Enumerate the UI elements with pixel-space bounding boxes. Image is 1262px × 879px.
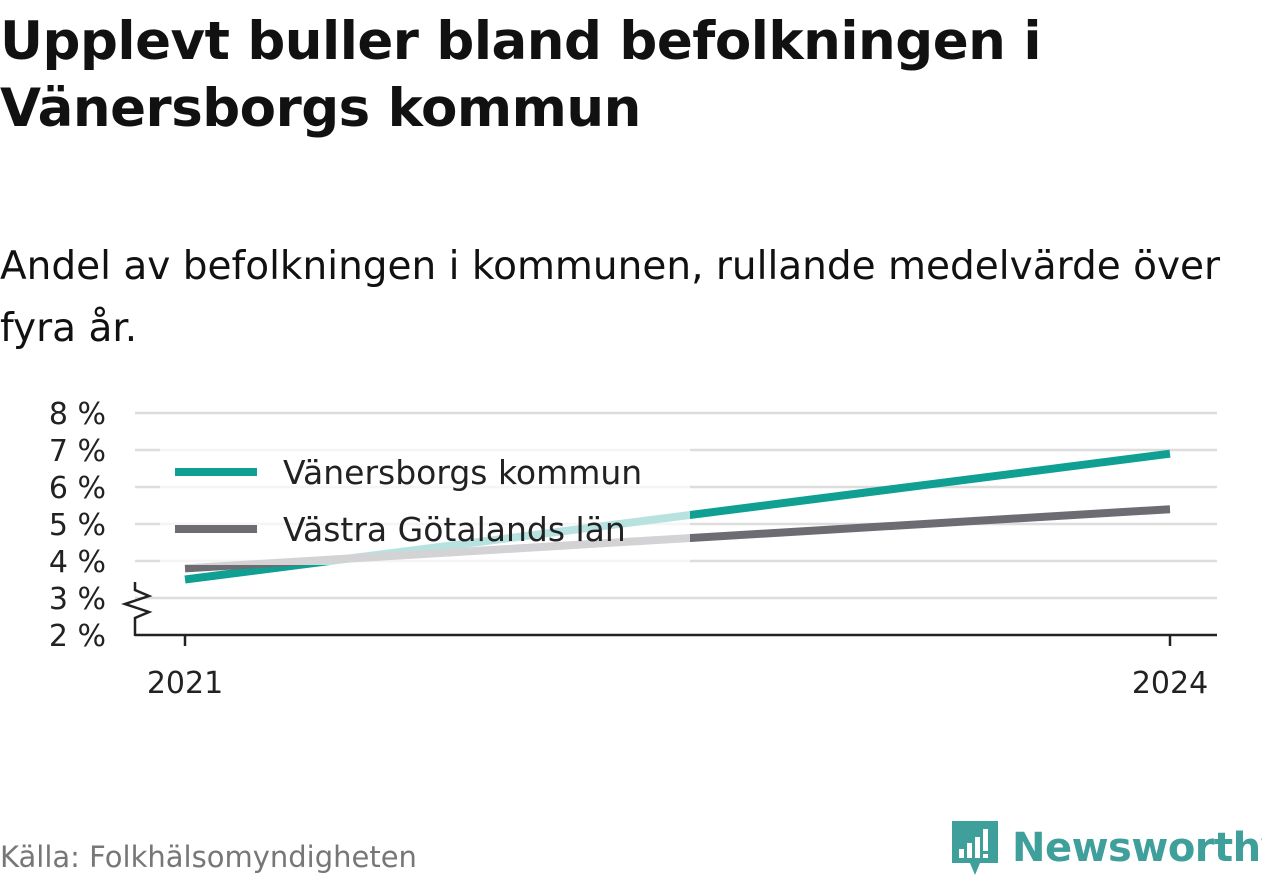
legend-label: Västra Götalands län: [283, 510, 626, 549]
legend-background: [160, 440, 690, 565]
chart-title: Upplevt buller bland befolkningen i Väne…: [0, 11, 1042, 139]
y-tick-label: 3 %: [49, 582, 106, 617]
y-tick-label: 6 %: [49, 471, 106, 506]
newsworthy-logo-icon: [952, 821, 998, 875]
y-tick-label: 4 %: [49, 545, 106, 580]
y-tick-label: 5 %: [49, 508, 106, 543]
source-note: Källa: Folkhälsomyndigheten: [0, 840, 417, 874]
line-chart: 2 %3 %4 %5 %6 %7 %8 % Vänersborgs kommun…: [49, 397, 1217, 701]
y-tick-label: 7 %: [49, 434, 106, 469]
chart-subtitle: Andel av befolkningen i kommunen, rullan…: [0, 244, 1221, 351]
x-tick-label: 2021: [147, 666, 223, 701]
y-tick-label: 2 %: [49, 619, 106, 654]
x-tick-label: 2024: [1132, 666, 1208, 701]
newsworthy-logo: Newsworthy: [950, 818, 1262, 878]
y-tick-label: 8 %: [49, 397, 106, 432]
x-axis: 2021 2024: [121, 582, 1217, 701]
legend: Vänersborgs kommun Västra Götalands län: [175, 453, 642, 549]
y-axis-break: [121, 582, 153, 636]
y-axis-tick-labels: 2 %3 %4 %5 %6 %7 %8 %: [49, 397, 106, 654]
legend-label: Vänersborgs kommun: [283, 453, 642, 492]
brand-name: Newsworthy: [1012, 825, 1262, 871]
